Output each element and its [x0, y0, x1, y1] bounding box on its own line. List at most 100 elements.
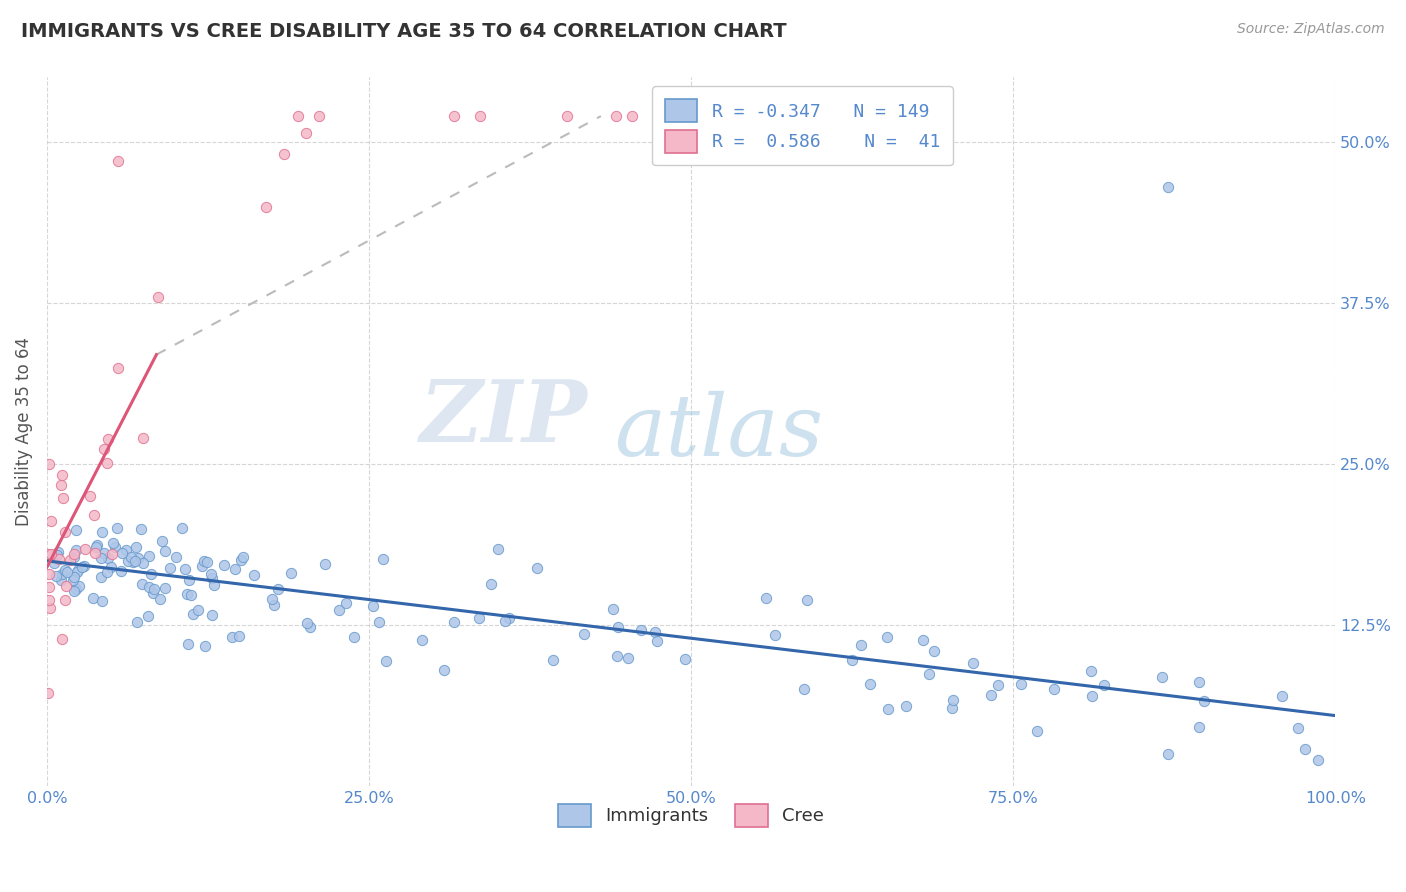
Point [433, 663, 456, 677]
Point [176, 637, 198, 651]
Point [1150, 670, 1173, 684]
Point [299, 620, 322, 634]
Point [111, 546, 134, 560]
Point [44, 556, 66, 570]
Point [45, 569, 67, 583]
Text: IMMIGRANTS VS CREE DISABILITY AGE 35 TO 64 CORRELATION CHART: IMMIGRANTS VS CREE DISABILITY AGE 35 TO … [21, 22, 787, 41]
Point [229, 553, 252, 567]
Point [96, 456, 118, 470]
Point [38, 601, 60, 615]
Point [1010, 677, 1032, 691]
Point [91, 593, 114, 607]
Point [51, 567, 73, 582]
Point [375, 654, 398, 668]
Point [267, 582, 290, 597]
Point [630, 623, 652, 637]
Point [498, 611, 520, 625]
Point [159, 561, 181, 575]
Point [195, 555, 218, 569]
Point [526, 561, 548, 575]
Point [84, 540, 107, 554]
Point [51, 467, 73, 482]
Point [181, 607, 204, 621]
Point [602, 601, 624, 615]
Point [1026, 723, 1049, 738]
Point [48, 552, 70, 566]
Point [72, 560, 94, 574]
Point [922, 644, 945, 658]
Point [941, 701, 963, 715]
Point [763, 628, 786, 642]
Point [295, 616, 318, 631]
Point [273, 147, 295, 161]
Point [143, 582, 166, 597]
Point [62, 570, 84, 584]
Point [1192, 694, 1215, 708]
Point [1081, 690, 1104, 704]
Point [73, 559, 96, 574]
Point [555, 109, 578, 123]
Point [262, 592, 284, 607]
Point [335, 596, 357, 610]
Point [166, 550, 188, 565]
Point [66, 563, 89, 577]
Point [201, 608, 224, 623]
Point [1188, 720, 1211, 734]
Point [117, 553, 139, 567]
Point [142, 586, 165, 600]
Point [120, 549, 142, 564]
Point [606, 649, 628, 664]
Point [941, 692, 963, 706]
Point [479, 577, 502, 591]
Point [1080, 664, 1102, 678]
Point [174, 562, 197, 576]
Point [90, 524, 112, 539]
Point [62, 584, 84, 599]
Point [574, 626, 596, 640]
Point [494, 614, 516, 628]
Point [93, 546, 115, 560]
Point [1294, 742, 1316, 756]
Point [486, 541, 509, 556]
Point [52, 491, 75, 506]
Point [96, 565, 118, 579]
Point [411, 633, 433, 648]
Point [1286, 721, 1309, 735]
Point [980, 689, 1002, 703]
Point [193, 553, 215, 567]
Point [49, 478, 72, 492]
Text: Source: ZipAtlas.com: Source: ZipAtlas.com [1237, 22, 1385, 37]
Point [645, 633, 668, 648]
Point [367, 615, 389, 630]
Point [86, 538, 108, 552]
Point [39, 548, 62, 562]
Point [65, 523, 87, 537]
Point [361, 599, 384, 613]
Point [65, 582, 87, 596]
Point [1271, 689, 1294, 703]
Point [93, 442, 115, 457]
Point [38, 593, 60, 607]
Point [129, 522, 152, 536]
Point [194, 639, 217, 653]
Point [63, 548, 86, 562]
Point [53, 563, 76, 577]
Point [82, 591, 104, 605]
Point [911, 633, 934, 648]
Point [136, 608, 159, 623]
Text: atlas: atlas [614, 391, 823, 474]
Point [125, 540, 148, 554]
Point [103, 536, 125, 550]
Point [110, 564, 132, 578]
Point [131, 577, 153, 591]
Point [918, 667, 941, 681]
Point [90, 551, 112, 566]
Point [105, 521, 128, 535]
Point [987, 677, 1010, 691]
Point [138, 580, 160, 594]
Point [37, 686, 59, 700]
Point [280, 566, 302, 581]
Y-axis label: Disability Age 35 to 64: Disability Age 35 to 64 [15, 337, 32, 526]
Point [673, 651, 696, 665]
Point [38, 457, 60, 471]
